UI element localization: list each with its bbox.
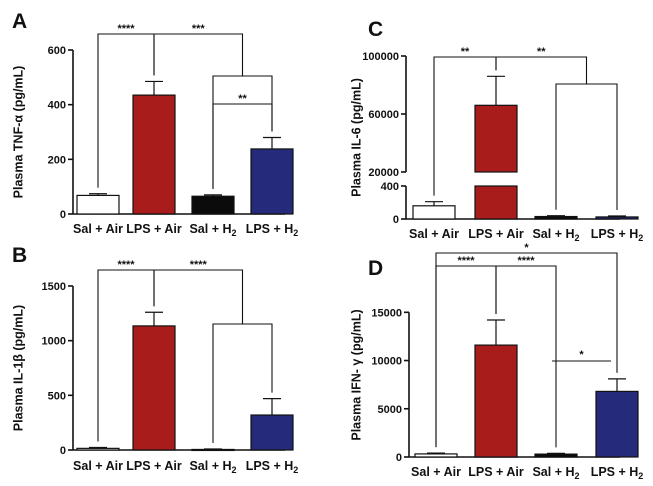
significance-label: **** bbox=[457, 255, 475, 267]
x-tick-label: Sal + H2 bbox=[532, 227, 579, 243]
significance-label: **** bbox=[117, 259, 135, 271]
panel-letter: A bbox=[12, 10, 27, 33]
x-tick-label: Sal + H2 bbox=[189, 459, 236, 475]
y-tick-label: 400 bbox=[48, 100, 66, 112]
bar bbox=[414, 453, 458, 458]
y-tick-label: 1500 bbox=[42, 281, 66, 293]
significance-label: **** bbox=[190, 259, 208, 271]
x-tick-label: Sal + H2 bbox=[532, 465, 579, 481]
significance-bracket bbox=[212, 103, 273, 189]
bar bbox=[250, 148, 294, 215]
y-tick-label: 500 bbox=[48, 390, 66, 402]
y-axis-label: Plasma IFN- γ (pg/mL) bbox=[349, 309, 363, 440]
x-tick-label: LPS + Air bbox=[468, 227, 524, 241]
bar bbox=[534, 453, 578, 458]
panel-letter: B bbox=[12, 244, 27, 267]
x-tick-label: Sal + Air bbox=[73, 459, 123, 473]
bar bbox=[76, 194, 120, 215]
significance-label: ** bbox=[461, 46, 470, 58]
bar bbox=[595, 216, 639, 220]
bar bbox=[132, 94, 176, 215]
y-tick-label: 20000 bbox=[368, 167, 399, 179]
bar bbox=[76, 447, 120, 451]
y-tick-label: 0 bbox=[393, 214, 399, 226]
y-tick-label: 0 bbox=[60, 445, 66, 457]
panel-letter: C bbox=[368, 18, 383, 41]
panel-letter: D bbox=[368, 257, 383, 280]
x-tick-label: LPS + Air bbox=[126, 459, 182, 473]
bar bbox=[412, 205, 456, 220]
x-tick-label: Sal + Air bbox=[411, 465, 461, 479]
panel-a: A Plasma TNF-α (pg/mL) 0 200 400 600 Sal + Air… bbox=[11, 10, 298, 238]
y-axis-label: Plasma IL-6 (pg/mL) bbox=[349, 78, 363, 197]
bar bbox=[191, 195, 235, 215]
significance-label: * bbox=[579, 349, 584, 361]
bar bbox=[474, 185, 518, 220]
y-tick-label: 60000 bbox=[368, 109, 399, 121]
y-tick-label: 200 bbox=[48, 154, 66, 166]
bar bbox=[534, 215, 578, 220]
significance-bracket bbox=[495, 265, 557, 448]
y-axis-label: Plasma TNF-α (pg/mL) bbox=[11, 66, 25, 199]
significance-bracket bbox=[153, 269, 244, 324]
y-tick-label: 5000 bbox=[378, 404, 402, 416]
x-tick-label: LPS + Air bbox=[126, 222, 182, 236]
x-tick-label: LPS + H2 bbox=[591, 465, 644, 481]
significance-label: ** bbox=[537, 46, 546, 58]
bar bbox=[595, 390, 639, 458]
significance-label: **** bbox=[117, 23, 135, 35]
x-tick-label: LPS + H2 bbox=[246, 459, 299, 475]
panel-c: C Plasma IL-6 (pg/mL) 0 400 20000 60000 100000… bbox=[349, 18, 643, 243]
x-tick-label: LPS + H2 bbox=[246, 222, 299, 238]
bar bbox=[132, 325, 176, 451]
bar bbox=[474, 344, 518, 458]
y-tick-label: 0 bbox=[396, 452, 402, 464]
significance-subbracket bbox=[212, 323, 273, 444]
x-tick-label: Sal + H2 bbox=[189, 222, 236, 238]
significance-label: ** bbox=[238, 93, 247, 105]
x-tick-label: LPS + Air bbox=[468, 465, 524, 479]
bar bbox=[474, 104, 518, 173]
significance-label: **** bbox=[517, 255, 535, 267]
panel-d: D Plasma IFN- γ (pg/mL) 0 5000 10000 15000 Sal… bbox=[349, 242, 643, 481]
significance-bracket bbox=[495, 56, 588, 84]
x-tick-label: Sal + Air bbox=[409, 227, 459, 241]
y-tick-label: 10000 bbox=[371, 356, 402, 368]
y-tick-label: 100000 bbox=[362, 51, 399, 63]
significance-label: *** bbox=[192, 23, 206, 35]
y-tick-label: 600 bbox=[48, 45, 66, 57]
x-tick-label: LPS + H2 bbox=[591, 227, 644, 243]
significance-subbracket bbox=[555, 83, 618, 210]
y-tick-label: 15000 bbox=[371, 307, 402, 319]
x-tick-label: Sal + Air bbox=[73, 222, 123, 236]
y-tick-label: 1000 bbox=[42, 336, 66, 348]
significance-bracket bbox=[153, 33, 244, 76]
significance-bracket bbox=[435, 252, 618, 448]
significance-label: * bbox=[524, 242, 529, 254]
y-tick-label: 400 bbox=[381, 181, 399, 193]
bar bbox=[250, 414, 294, 451]
panel-b: B Plasma IL-1β (pg/mL) 0 500 1000 1500 Sal + A… bbox=[11, 244, 298, 475]
y-tick-label: 0 bbox=[60, 209, 66, 221]
y-axis-label: Plasma IL-1β (pg/mL) bbox=[11, 305, 25, 431]
